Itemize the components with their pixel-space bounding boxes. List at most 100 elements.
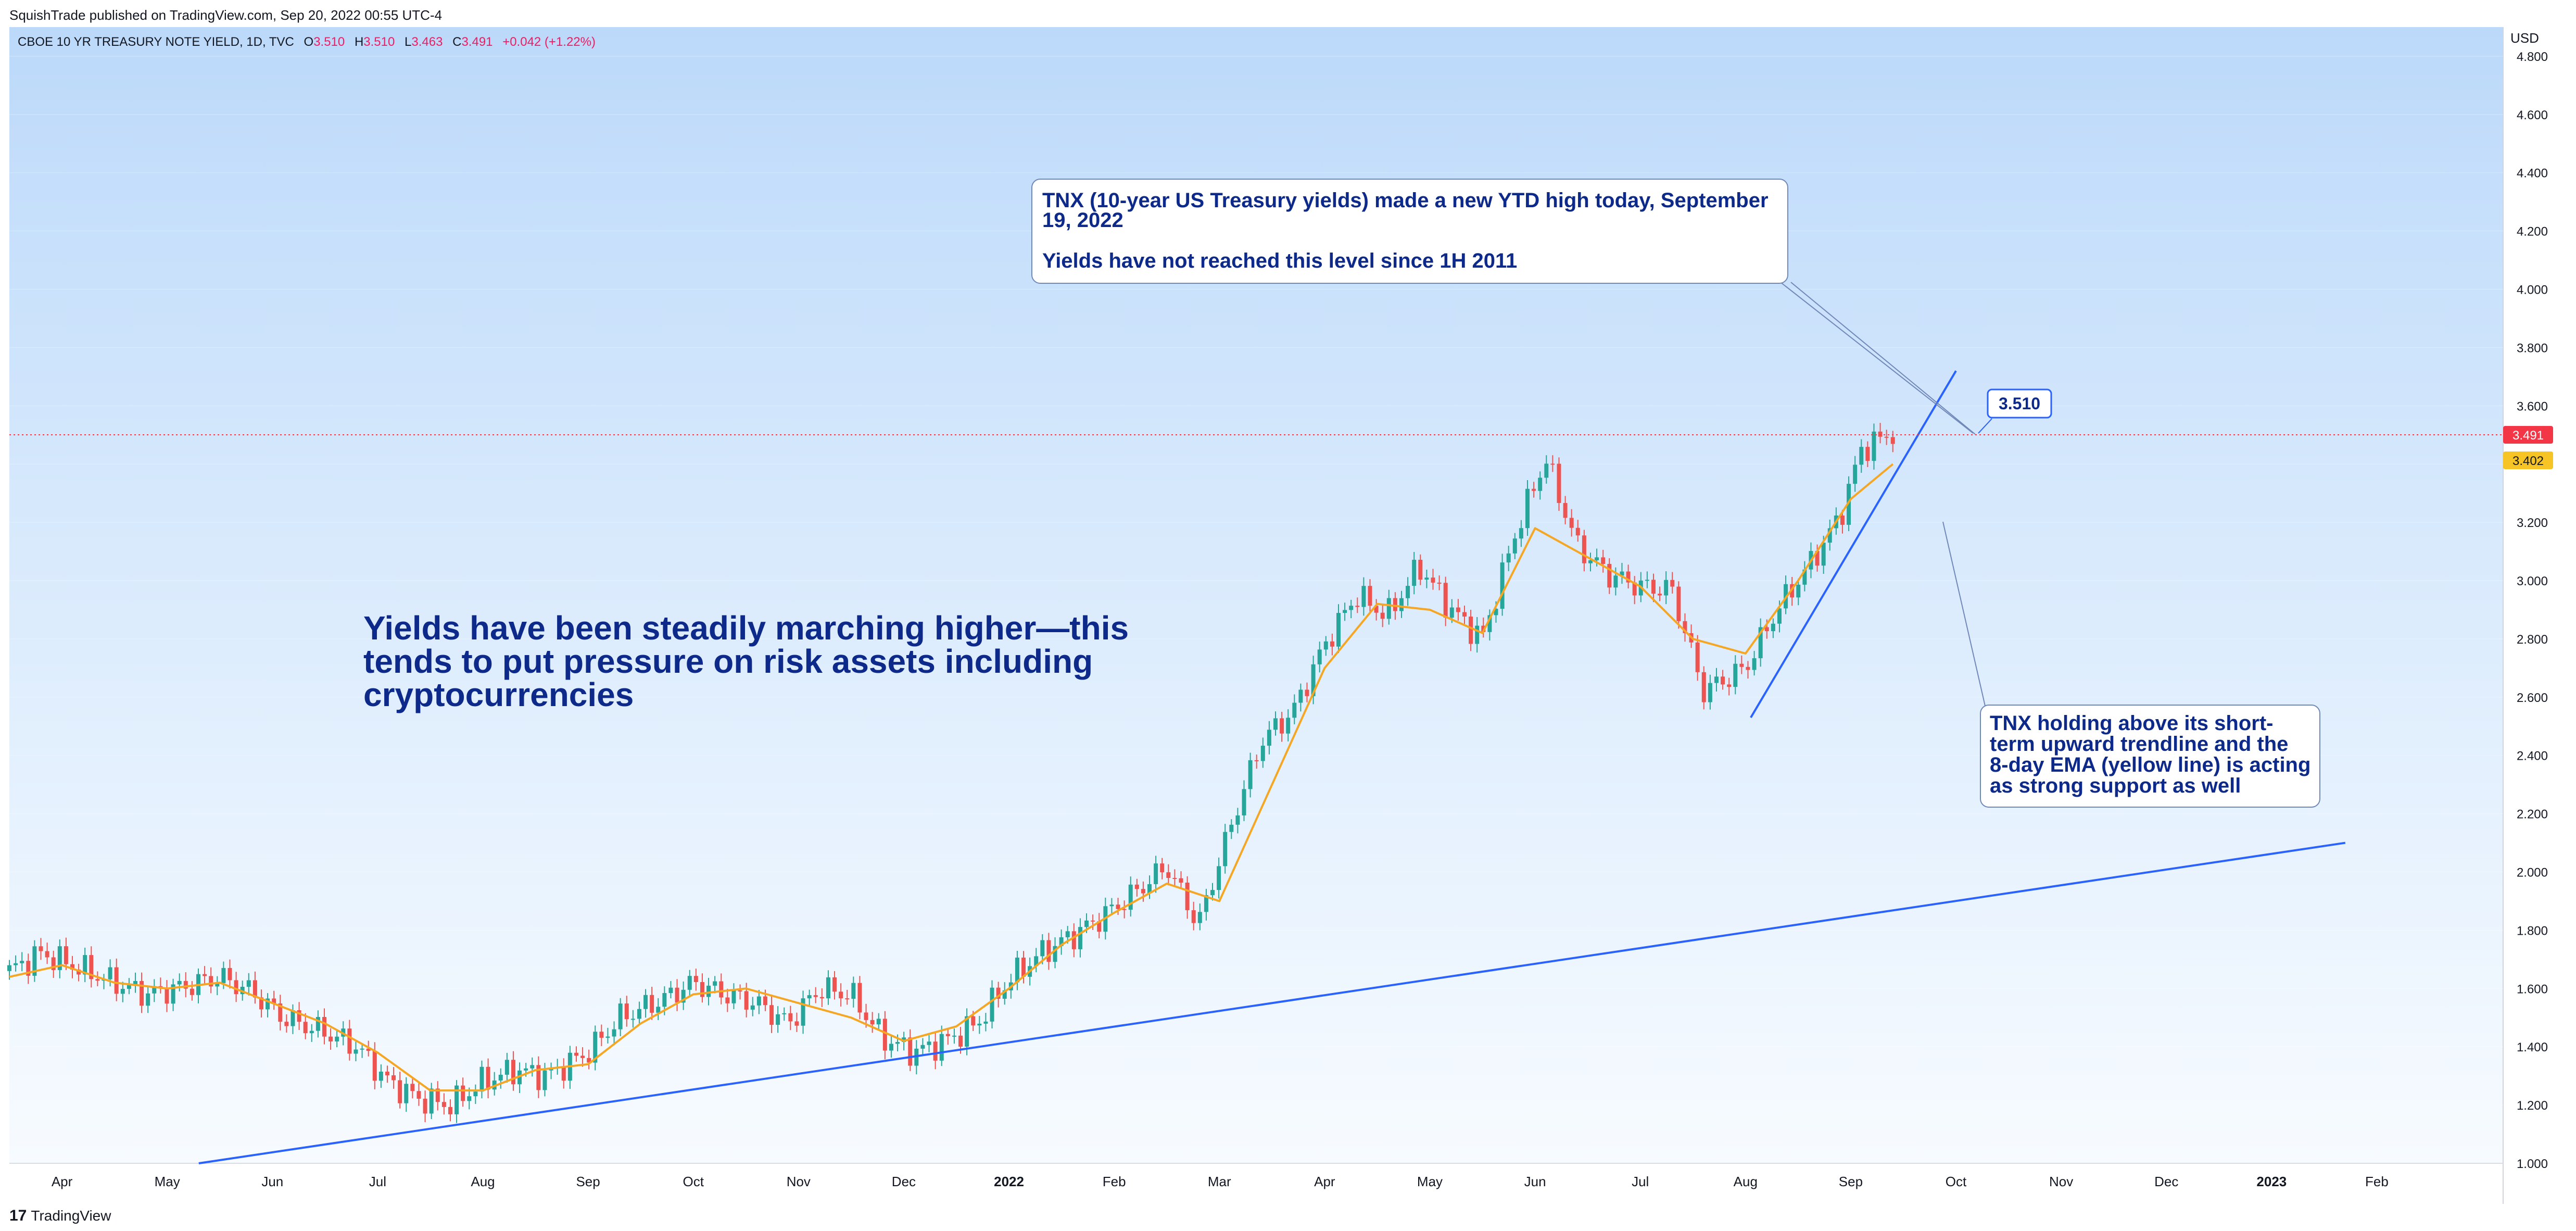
candle-body <box>794 1021 799 1026</box>
chart[interactable]: 1.000 1.200 1.400 1.600 1.800 2.000 2.200 2.400… <box>0 27 2576 1204</box>
candle-body <box>1815 551 1820 566</box>
candle-body <box>1701 672 1706 702</box>
candle-body <box>1330 641 1334 647</box>
candle-body <box>385 1071 389 1076</box>
candle-body <box>630 1019 635 1020</box>
legend-change: +0.042 (+1.22%) <box>502 35 596 49</box>
candle-body <box>675 987 679 1003</box>
candle-body <box>1217 866 1221 890</box>
candle-body <box>20 961 24 963</box>
candle-body <box>1229 824 1234 832</box>
y-tick-label: 1.800 <box>2517 924 2548 938</box>
legend-high: 3.510 <box>363 35 395 49</box>
candle-body <box>504 1060 509 1075</box>
tradingview-brand: TradingView <box>31 1208 111 1224</box>
candle-body <box>1160 863 1165 873</box>
candle-body <box>1059 937 1064 946</box>
y-tick-label: 2.400 <box>2517 749 2548 763</box>
candle-body <box>713 981 717 986</box>
candle-body <box>1053 946 1057 962</box>
x-tick-label: Oct <box>1946 1174 1967 1189</box>
candle-body <box>1632 582 1637 596</box>
x-tick-label: Apr <box>1314 1174 1335 1189</box>
candle-body <box>1758 627 1763 659</box>
candle-body <box>1431 577 1435 583</box>
y-tick-label: 1.200 <box>2517 1099 2548 1113</box>
candle-body <box>851 983 856 999</box>
x-tick-label: Sep <box>576 1174 600 1189</box>
ema-tag: 3.402 <box>2512 454 2544 468</box>
candle-body <box>1777 608 1782 624</box>
candle-body <box>146 993 150 1006</box>
candle-body <box>958 1035 963 1047</box>
y-tick-label: 2.200 <box>2517 808 2548 822</box>
high-label: 3.510 <box>1999 394 2040 413</box>
top-callout-pointer-2 <box>1790 282 1976 435</box>
candle-body <box>895 1042 900 1044</box>
candle-body <box>1172 877 1177 879</box>
candle-body <box>1078 927 1082 949</box>
candle-body <box>1746 667 1750 670</box>
candle-body <box>996 987 1001 999</box>
y-tick-label: 1.400 <box>2517 1040 2548 1054</box>
candle-body <box>315 1016 320 1031</box>
candle-body <box>807 995 812 999</box>
top-callout-box <box>1031 179 1788 284</box>
candle-body <box>1847 484 1851 525</box>
candle-body <box>467 1096 472 1101</box>
headline-line1: Yields have been steadily marching highe… <box>363 609 1129 647</box>
candle-body <box>927 1041 931 1045</box>
tradingview-logo-mark: 17 <box>9 1207 27 1224</box>
candle-body <box>750 1005 755 1010</box>
candle-body <box>945 1034 950 1036</box>
candle-body <box>971 1016 976 1026</box>
candle-body <box>1015 957 1019 983</box>
candle-body <box>272 998 276 1004</box>
candle-body <box>1569 518 1574 528</box>
candle-body <box>1204 895 1208 912</box>
tradingview-logo[interactable]: 17 TradingView <box>9 1207 111 1225</box>
candle-body <box>1676 586 1681 621</box>
candle-body <box>1683 621 1687 633</box>
y-tick-label: 4.400 <box>2517 167 2548 181</box>
headline-line2: tends to put pressure on risk assets inc… <box>363 643 1093 680</box>
y-tick-label: 3.800 <box>2517 341 2548 355</box>
candle-body <box>819 997 824 999</box>
candle-body <box>693 976 698 982</box>
x-tick-label: Nov <box>787 1174 811 1189</box>
candle-body <box>1399 598 1404 611</box>
candle-body <box>1191 910 1196 923</box>
candle-body <box>1771 623 1775 632</box>
candle-body <box>1147 884 1152 894</box>
candle-body <box>177 981 182 985</box>
candle-body <box>133 981 137 985</box>
candle-body <box>983 1021 988 1024</box>
candle-body <box>64 946 68 964</box>
candle-body <box>1840 515 1845 525</box>
candle-body <box>1519 528 1523 539</box>
candle-body <box>511 1060 515 1085</box>
candle-body <box>1512 538 1517 554</box>
candle-body <box>1607 563 1612 588</box>
candle-body <box>1695 642 1700 672</box>
x-tick-label: Mar <box>1208 1174 1231 1189</box>
x-tick-label: Jun <box>1524 1174 1546 1189</box>
candle-body <box>410 1084 415 1091</box>
candle-body <box>1197 912 1202 923</box>
candle-body <box>360 1048 364 1050</box>
candle-body <box>1582 535 1586 563</box>
candle-body <box>392 1075 396 1081</box>
candle-body <box>580 1056 585 1058</box>
candle-body <box>1494 609 1498 616</box>
candle-body <box>1071 931 1076 949</box>
candle-body <box>1254 760 1259 761</box>
candle-body <box>1613 575 1618 588</box>
candle-body <box>826 977 830 999</box>
candle-body <box>1154 863 1158 884</box>
candle-body <box>1267 730 1271 746</box>
candle-body <box>1670 580 1675 587</box>
candle-body <box>536 1065 541 1090</box>
candle-body <box>662 993 667 1007</box>
candle-body <box>1021 957 1026 977</box>
candle-body <box>221 968 226 983</box>
